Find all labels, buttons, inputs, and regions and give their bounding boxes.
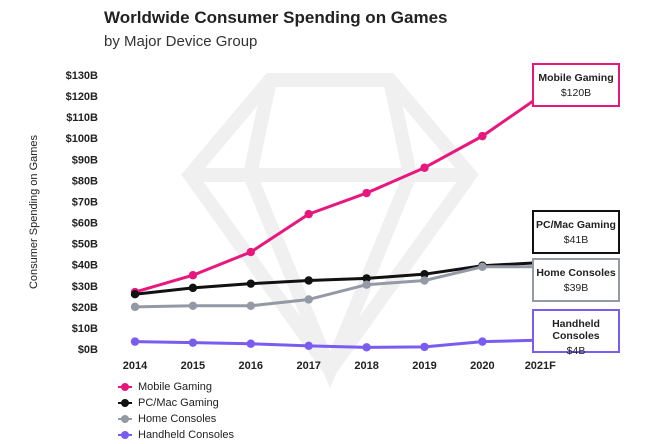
legend-item: Home Consoles: [118, 411, 234, 427]
callout-value: $39B: [563, 282, 589, 294]
y-tick-label: $40B: [72, 260, 98, 272]
legend-item: Handheld Consoles: [118, 427, 234, 443]
legend-label: Mobile Gaming: [138, 381, 212, 393]
y-axis-label: Consumer Spending on Games: [28, 134, 40, 289]
data-point: [246, 339, 255, 348]
y-tick-label: $110B: [66, 112, 98, 124]
callout-pc-mac-gaming: PC/Mac Gaming $41B: [532, 210, 620, 254]
y-tick-label: $10B: [72, 323, 98, 335]
series-line: [134, 338, 541, 349]
data-point: [188, 301, 198, 310]
y-tick-label: $30B: [72, 281, 98, 293]
data-point: [130, 302, 140, 312]
callout-value: $4B: [566, 345, 586, 357]
series-line: [134, 94, 542, 294]
legend-marker-icon: [118, 414, 132, 424]
x-tick-label: 2018: [354, 360, 378, 372]
data-point: [304, 276, 313, 285]
y-tick-label: $60B: [72, 218, 98, 230]
data-point: [304, 295, 313, 304]
y-tick-label: $120B: [66, 91, 98, 103]
data-point: [478, 131, 487, 141]
series-line: [134, 261, 541, 296]
x-tick-label: 2016: [239, 360, 263, 372]
data-point: [188, 283, 198, 293]
y-tick-label: $80B: [72, 175, 98, 187]
data-point: [188, 271, 198, 280]
data-point: [246, 301, 255, 310]
data-point: [362, 274, 371, 283]
callout-mobile-gaming: Mobile Gaming $120B: [532, 63, 620, 107]
y-tick-label: $0B: [78, 344, 98, 356]
legend-label: PC/Mac Gaming: [138, 397, 219, 409]
y-tick-label: $130B: [66, 70, 98, 82]
callout-name: Mobile Gaming: [538, 72, 614, 84]
data-point: [304, 341, 313, 351]
y-tick-label: $20B: [72, 302, 98, 314]
data-point: [362, 280, 371, 289]
data-point: [420, 163, 429, 172]
data-point: [420, 342, 429, 352]
legend-item: PC/Mac Gaming: [118, 395, 234, 411]
x-tick-label: 2021F: [525, 360, 556, 372]
data-point: [130, 290, 140, 299]
y-tick-label: $90B: [72, 154, 98, 166]
callout-name: Home Consoles: [536, 267, 616, 279]
legend-label: Handheld Consoles: [138, 429, 235, 441]
callout-name: Handheld Consoles: [552, 318, 600, 342]
x-tick-label: 2014: [123, 360, 148, 372]
y-tick-label: $100B: [66, 133, 98, 145]
legend-label: Home Consoles: [138, 413, 217, 425]
x-tick-label: 2019: [412, 360, 436, 372]
legend-marker-icon: [118, 430, 132, 440]
data-point: [304, 209, 313, 219]
data-point: [362, 343, 371, 352]
chart-subtitle: by Major Device Group: [104, 33, 258, 50]
callout-name: PC/Mac Gaming: [536, 219, 616, 231]
data-point: [478, 337, 487, 346]
data-point: [246, 247, 255, 257]
legend-marker-icon: [118, 398, 132, 408]
data-point: [246, 279, 255, 288]
chart-legend: Mobile Gaming PC/Mac Gaming Home Console…: [118, 379, 234, 443]
x-tick-label: 2015: [181, 360, 205, 372]
y-tick-label: $70B: [72, 196, 98, 208]
legend-marker-icon: [118, 382, 132, 392]
data-point: [362, 188, 371, 198]
x-tick-label: 2017: [296, 360, 320, 372]
chart-title: Worldwide Consumer Spending on Games: [104, 8, 448, 27]
data-point: [130, 337, 140, 346]
callout-value: $41B: [563, 234, 589, 246]
y-tick-label: $50B: [72, 239, 98, 251]
callout-handheld-consoles: Handheld Consoles $4B: [532, 309, 620, 357]
data-point: [420, 269, 429, 279]
data-point: [188, 338, 198, 347]
legend-item: Mobile Gaming: [118, 379, 234, 395]
x-tick-label: 2020: [470, 360, 494, 372]
data-point: [420, 276, 429, 285]
series-line: [134, 265, 541, 309]
data-point: [478, 262, 487, 271]
callout-value: $120B: [560, 87, 592, 99]
callout-home-consoles: Home Consoles $39B: [532, 258, 620, 302]
diamond-watermark-icon: [181, 73, 479, 389]
